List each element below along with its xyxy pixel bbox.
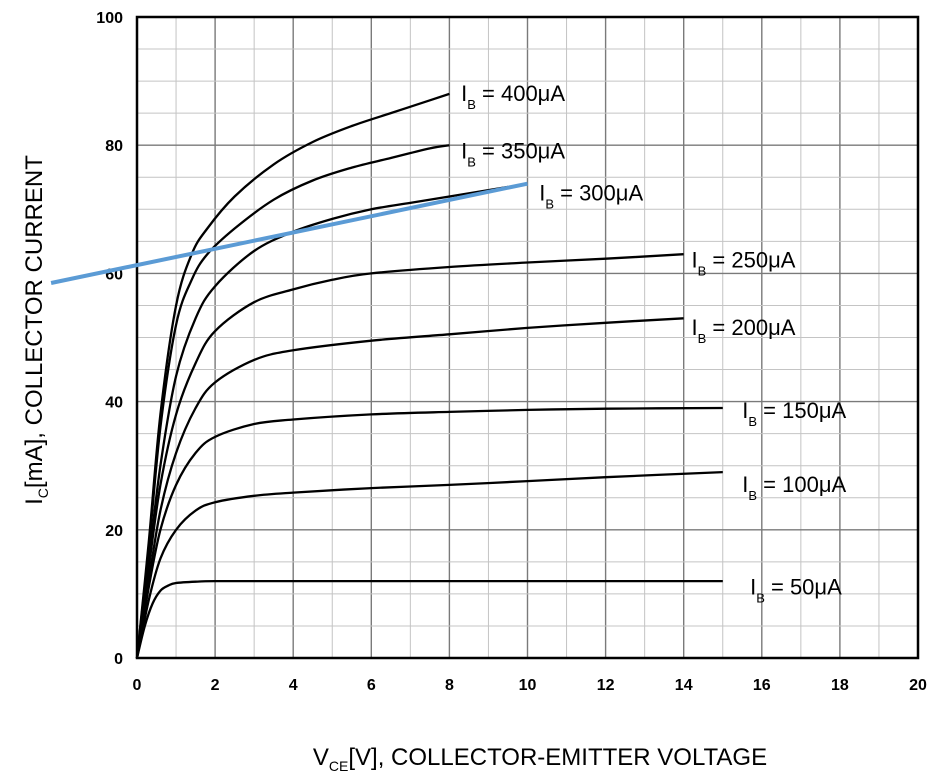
x-tick-label: 14 xyxy=(675,677,693,694)
series-line-2 xyxy=(135,185,509,659)
x-tick-label: 18 xyxy=(831,677,849,694)
series-label-0: IB = 400μA xyxy=(461,81,565,112)
x-tick-label: 2 xyxy=(211,677,220,694)
x-tick-label: 10 xyxy=(519,677,537,694)
grid xyxy=(135,15,920,660)
x-axis-title: VCE[V], COLLECTOR-EMITTER VOLTAGE xyxy=(313,744,767,774)
series-line-6 xyxy=(135,470,723,659)
annotation xyxy=(50,181,528,285)
series-label-1: IB = 350μA xyxy=(461,139,565,170)
series-line-4 xyxy=(135,317,684,659)
x-tick-label: 0 xyxy=(133,677,142,694)
series-label-7: IB = 50μA xyxy=(750,574,842,605)
series-label-5: IB = 150μA xyxy=(742,398,846,429)
y-tick-label: 100 xyxy=(96,10,123,27)
annotation-line xyxy=(50,181,528,285)
x-tick-label: 12 xyxy=(597,677,615,694)
x-tick-label: 6 xyxy=(367,677,376,694)
x-tick-label: 4 xyxy=(289,677,298,694)
series-label-2: IB = 300μA xyxy=(539,180,643,211)
x-tick-label: 8 xyxy=(445,677,454,694)
curves xyxy=(135,92,723,659)
series-label-6: IB = 100μA xyxy=(742,472,846,503)
series-line-7 xyxy=(135,579,723,659)
series-label-4: IB = 200μA xyxy=(692,315,796,346)
series-line-3 xyxy=(135,253,684,659)
y-tick-label: 0 xyxy=(114,651,123,668)
x-tick-label: 16 xyxy=(753,677,771,694)
series-line-1 xyxy=(135,144,450,659)
y-tick-label: 40 xyxy=(105,395,123,412)
x-tick-label: 20 xyxy=(909,677,927,694)
curve-labels: IB = 400μA IB = 350μA IB = 300μA IB = 250μA… xyxy=(461,81,846,606)
series-label-3: IB = 250μA xyxy=(692,248,796,279)
y-tick-label: 20 xyxy=(105,523,123,540)
y-tick-label: 80 xyxy=(105,138,123,155)
series-line-5 xyxy=(135,406,723,659)
y-axis-title: IC[mA], COLLECTOR CURRENT xyxy=(21,155,51,505)
plot-frame xyxy=(135,15,920,660)
